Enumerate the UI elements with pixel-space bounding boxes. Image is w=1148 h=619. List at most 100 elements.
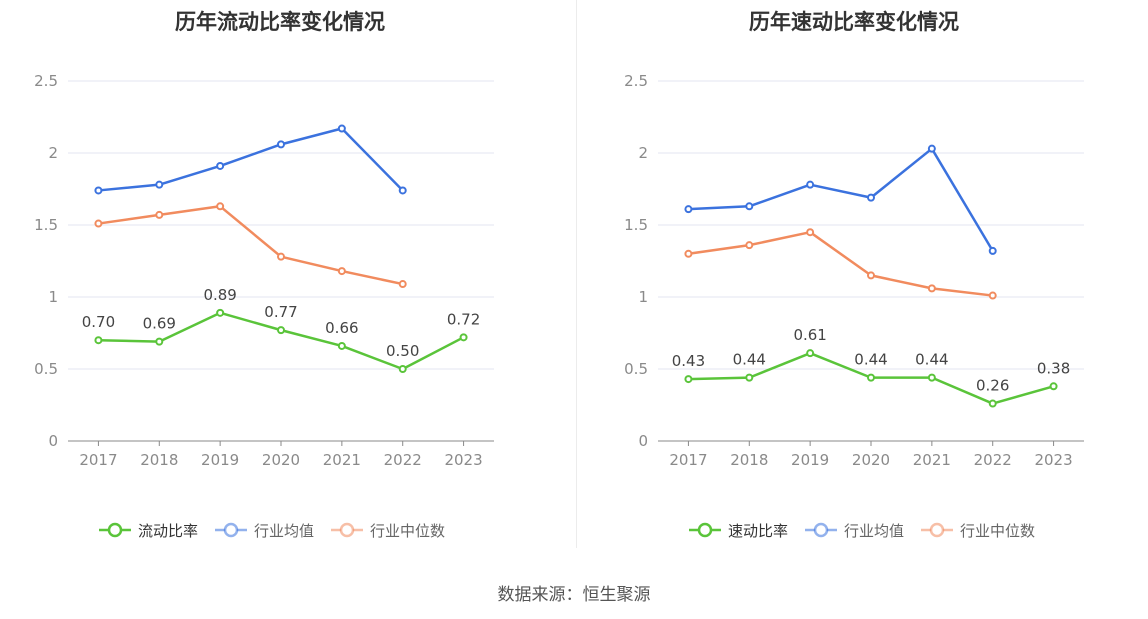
legend-label: 速动比率 xyxy=(728,521,789,540)
legend-item[interactable]: 流动比率 xyxy=(98,520,198,541)
chart-panel-quick-ratio: 历年速动比率变化情况 0 0.5 1 1.5 2 2.5 2017 2018 2019 2020 2… xyxy=(574,0,1148,560)
data-point xyxy=(216,202,225,211)
x-tick-label: 2023 xyxy=(1034,451,1072,469)
data-point xyxy=(745,202,754,211)
x-tick-label: 2019 xyxy=(201,451,239,469)
series-line xyxy=(98,205,403,286)
data-point xyxy=(277,140,285,149)
data-point xyxy=(94,219,103,228)
data-point xyxy=(684,249,693,258)
series-line xyxy=(98,127,404,192)
chart-panel-current-ratio: 历年流动比率变化情况 0 0.5 1 1.5 2 2.5 2017 2018 2019 2020 2… xyxy=(0,0,574,560)
y-tick-label: 1.5 xyxy=(624,216,648,234)
data-point xyxy=(684,205,693,214)
data-label: 0.44 xyxy=(854,351,887,369)
panel-divider xyxy=(576,0,577,548)
y-tick-label: 0 xyxy=(48,432,58,450)
data-point xyxy=(988,246,997,255)
y-tick-label: 1 xyxy=(48,288,58,306)
data-label: 0.66 xyxy=(325,319,358,337)
data-source-footer: 数据来源：恒生聚源 xyxy=(497,585,651,605)
legend-swatch xyxy=(805,522,838,538)
y-tick-label: 1 xyxy=(638,288,648,306)
data-label: 0.89 xyxy=(203,286,236,304)
x-tick-label: 2020 xyxy=(852,451,890,469)
legend-label: 流动比率 xyxy=(138,521,199,540)
data-label: 0.44 xyxy=(915,351,948,369)
data-label: 0.43 xyxy=(672,352,705,370)
data-point xyxy=(806,228,815,237)
chart-title: 历年流动比率变化情况 xyxy=(175,10,385,34)
data-point xyxy=(806,180,815,189)
data-label: 0.70 xyxy=(82,313,115,331)
legend-marker xyxy=(813,522,829,538)
legend-item[interactable]: 行业均值 xyxy=(214,520,314,541)
data-label: 0.77 xyxy=(264,303,297,321)
data-label: 0.72 xyxy=(447,310,480,328)
data-point xyxy=(927,144,936,153)
x-tick-label: 2022 xyxy=(384,451,422,469)
data-label: 0.38 xyxy=(1037,359,1070,377)
x-tick-label: 2022 xyxy=(974,451,1012,469)
data-label: 0.26 xyxy=(976,377,1009,395)
data-label: 0.50 xyxy=(386,342,419,360)
data-point xyxy=(277,326,285,335)
data-point xyxy=(155,210,164,219)
legend-marker xyxy=(107,522,123,538)
data-point xyxy=(216,308,225,317)
data-point xyxy=(337,124,346,133)
y-tick-label: 0.5 xyxy=(34,360,58,378)
data-point xyxy=(806,349,815,358)
y-tick-label: 2 xyxy=(638,144,648,162)
data-point xyxy=(459,333,468,342)
y-tick-label: 2 xyxy=(48,144,58,162)
legend-swatch xyxy=(921,522,954,538)
line-chart-current-ratio: 0 0.5 1 1.5 2 2.5 2017 2018 2019 2020 2021 2022 2023… xyxy=(34,72,494,469)
x-tick-label: 2023 xyxy=(444,451,482,469)
data-point xyxy=(684,375,693,384)
data-point xyxy=(94,186,103,195)
legend-label: 行业均值 xyxy=(844,521,905,540)
data-point xyxy=(745,241,754,250)
data-point xyxy=(398,186,407,195)
data-point xyxy=(94,336,103,345)
x-tick-label: 2021 xyxy=(913,451,951,469)
x-tick-label: 2018 xyxy=(730,451,768,469)
series-line xyxy=(688,230,993,297)
legend-item[interactable]: 行业中位数 xyxy=(330,520,445,541)
data-point xyxy=(398,365,407,373)
legend-label: 行业中位数 xyxy=(960,521,1036,540)
legend-label: 行业中位数 xyxy=(370,521,446,540)
y-tick-label: 1.5 xyxy=(34,216,58,234)
legend-swatch xyxy=(99,522,131,538)
y-tick-label: 2.5 xyxy=(34,72,58,90)
legend-label: 行业均值 xyxy=(254,521,315,540)
legend-item[interactable]: 行业中位数 xyxy=(920,520,1035,541)
chart-title: 历年速动比率变化情况 xyxy=(749,10,959,34)
data-point xyxy=(277,252,285,261)
data-point xyxy=(155,180,164,189)
x-tick-label: 2017 xyxy=(669,451,707,469)
data-point xyxy=(337,267,346,276)
x-tick-label: 2018 xyxy=(140,451,178,469)
legend-item[interactable]: 行业均值 xyxy=(804,520,904,541)
data-point xyxy=(745,373,754,382)
data-point xyxy=(867,271,875,280)
data-label: 0.69 xyxy=(143,315,176,333)
legend-marker xyxy=(223,522,239,538)
y-tick-label: 0 xyxy=(638,432,648,450)
data-point xyxy=(1049,382,1058,391)
data-point xyxy=(988,399,997,408)
legend-item[interactable]: 速动比率 xyxy=(688,520,788,541)
line-chart-quick-ratio: 0 0.5 1 1.5 2 2.5 2017 2018 2019 2020 2021 2022 2023… xyxy=(624,72,1084,469)
x-tick-label: 2020 xyxy=(262,451,300,469)
data-point xyxy=(337,341,346,350)
legend-swatch xyxy=(215,522,248,538)
data-point xyxy=(867,193,875,202)
series-line xyxy=(688,147,994,252)
data-point xyxy=(216,161,225,170)
chart-legend: 速动比率 行业均值 行业中位数 xyxy=(688,518,1051,542)
y-tick-label: 2.5 xyxy=(624,72,648,90)
legend-swatch xyxy=(331,522,364,538)
legend-marker xyxy=(697,522,713,538)
